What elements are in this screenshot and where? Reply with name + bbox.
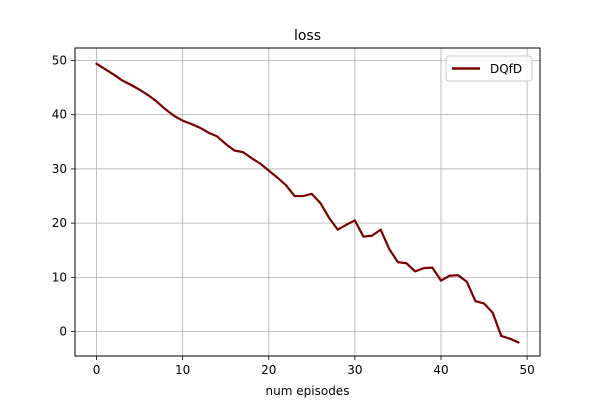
data-point-dqfd xyxy=(190,123,193,125)
data-point-dqfd xyxy=(267,169,270,172)
x-tick-label: 20 xyxy=(261,363,276,377)
data-point-dqfd xyxy=(181,119,184,122)
data-point-dqfd xyxy=(95,62,98,65)
data-point-dqfd xyxy=(328,216,330,219)
data-point-dqfd xyxy=(457,274,460,277)
data-point-dqfd xyxy=(388,248,391,251)
data-point-dqfd xyxy=(448,274,451,277)
data-point-dqfd xyxy=(250,157,253,159)
data-point-dqfd xyxy=(293,195,296,197)
data-point-dqfd xyxy=(173,114,175,117)
chart-title: loss xyxy=(294,28,321,44)
data-point-dqfd xyxy=(233,149,236,152)
data-point-dqfd xyxy=(465,280,468,283)
legend-label-dqfd: DQfD xyxy=(490,62,522,76)
x-tick-label: 30 xyxy=(347,363,362,377)
y-tick-label: 50 xyxy=(52,53,67,67)
y-tick-label: 30 xyxy=(52,162,67,176)
data-point-dqfd xyxy=(353,219,356,222)
data-point-dqfd xyxy=(431,266,434,269)
y-tick-label: 20 xyxy=(52,216,67,230)
data-point-dqfd xyxy=(216,135,218,138)
data-point-dqfd xyxy=(285,184,287,187)
data-point-dqfd xyxy=(371,234,373,237)
data-point-dqfd xyxy=(310,192,313,195)
data-point-dqfd xyxy=(440,279,442,282)
data-point-dqfd xyxy=(362,235,365,238)
y-tick-label: 40 xyxy=(52,108,67,122)
series-line-dqfd xyxy=(95,62,520,344)
y-tick-label: 10 xyxy=(52,270,67,284)
data-point-dqfd xyxy=(491,311,494,314)
data-point-dqfd xyxy=(104,68,107,71)
data-point-dqfd xyxy=(500,335,503,337)
data-point-dqfd xyxy=(138,88,141,91)
x-tick-label: 10 xyxy=(175,363,190,377)
data-point-dqfd xyxy=(164,108,167,111)
data-point-dqfd xyxy=(483,302,485,305)
series-lines xyxy=(95,62,520,344)
y-tick-label: 0 xyxy=(59,325,67,339)
data-point-dqfd xyxy=(397,261,399,264)
data-point-dqfd xyxy=(207,131,210,134)
x-tick-label: 40 xyxy=(433,363,448,377)
legend-box xyxy=(445,55,533,82)
data-point-dqfd xyxy=(422,267,425,270)
data-point-dqfd xyxy=(276,176,279,179)
legend: DQfD xyxy=(445,55,533,82)
data-point-dqfd xyxy=(112,73,115,76)
plot-area-frame xyxy=(74,47,541,357)
x-tick-label: 0 xyxy=(93,363,101,377)
data-point-dqfd xyxy=(474,300,477,303)
data-point-dqfd xyxy=(259,162,262,165)
data-point-dqfd xyxy=(224,143,227,145)
data-point-dqfd xyxy=(302,195,305,197)
data-point-dqfd xyxy=(121,79,124,82)
grid-lines xyxy=(75,48,540,356)
x-axis-label: num episodes xyxy=(266,384,350,398)
data-point-dqfd xyxy=(198,126,201,129)
data-point-dqfd xyxy=(508,337,511,340)
data-point-dqfd xyxy=(379,228,382,231)
data-point-dqfd xyxy=(242,151,244,154)
data-point-dqfd xyxy=(319,202,322,204)
data-point-dqfd xyxy=(147,94,150,97)
data-point-dqfd xyxy=(130,83,132,86)
y-axis-ticks: 0 10 20 30 40 50 xyxy=(52,53,75,339)
data-point-dqfd xyxy=(155,100,158,103)
data-point-dqfd xyxy=(336,228,339,231)
data-point-dqfd xyxy=(517,341,520,344)
x-tick-label: 50 xyxy=(519,363,534,377)
data-point-dqfd xyxy=(405,262,408,265)
data-point-dqfd xyxy=(414,270,417,273)
data-point-dqfd xyxy=(345,223,348,226)
x-axis-ticks: 0 10 20 30 40 50 xyxy=(93,356,535,377)
